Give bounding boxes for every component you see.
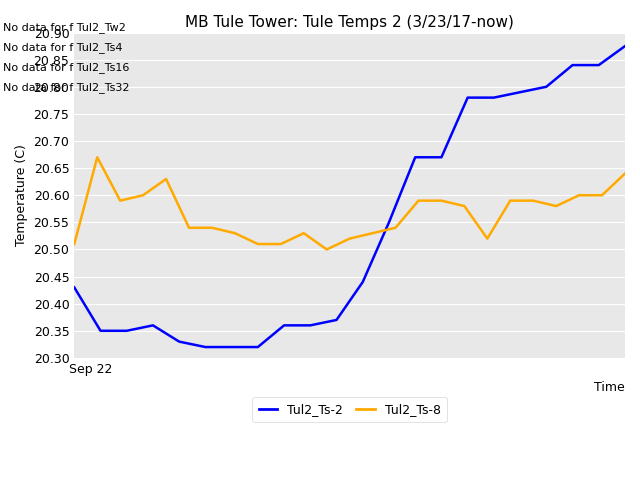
Title: MB Tule Tower: Tule Temps 2 (3/23/17-now): MB Tule Tower: Tule Temps 2 (3/23/17-now… xyxy=(185,15,514,30)
Y-axis label: Temperature (C): Temperature (C) xyxy=(15,144,28,246)
Text: No data for f Tul2_Ts4: No data for f Tul2_Ts4 xyxy=(3,42,123,53)
Legend: Tul2_Ts-2, Tul2_Ts-8: Tul2_Ts-2, Tul2_Ts-8 xyxy=(252,396,447,422)
Text: No data for f Tul2_Ts16: No data for f Tul2_Ts16 xyxy=(3,62,129,73)
Text: No data for f Tul2_Tw2: No data for f Tul2_Tw2 xyxy=(3,22,126,33)
X-axis label: Time: Time xyxy=(595,381,625,394)
Text: No data for f Tul2_Ts32: No data for f Tul2_Ts32 xyxy=(3,82,130,93)
